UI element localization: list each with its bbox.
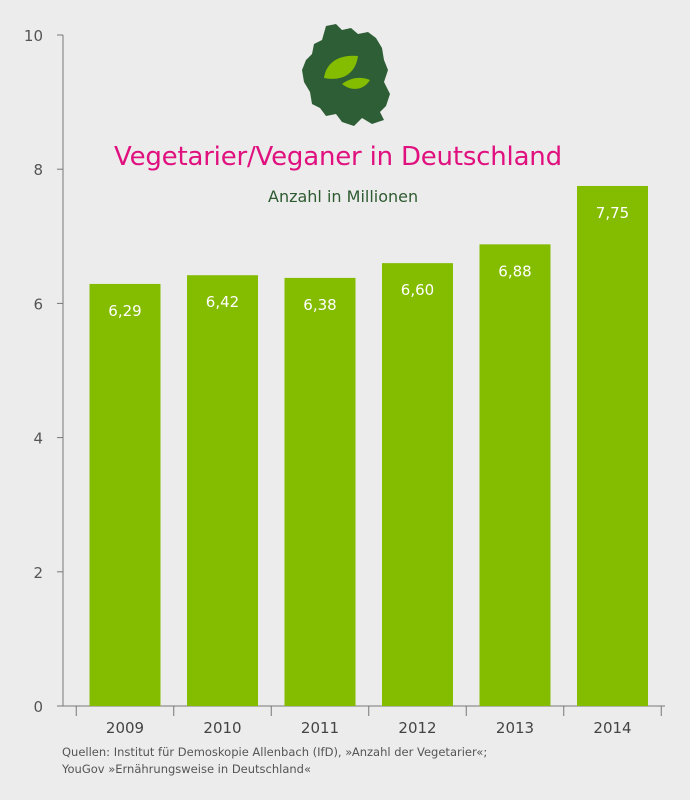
y-tick-label: 8 [33, 161, 43, 179]
bar-2011 [284, 277, 356, 706]
bar-value-label: 6,88 [498, 262, 531, 280]
y-tick-label: 2 [33, 564, 43, 582]
y-tick-label: 10 [24, 27, 43, 45]
bar-value-label: 6,42 [206, 293, 239, 311]
chart-axes [57, 34, 665, 716]
leaf-shape-large [324, 55, 358, 79]
y-tick-label: 4 [33, 430, 43, 448]
source-line-1: Quellen: Institut für Demoskopie Allenba… [62, 745, 488, 759]
source-line-2: YouGov »Ernährungsweise in Deutschland« [62, 762, 312, 776]
bar-value-label: 7,75 [596, 204, 629, 222]
germany-leaf-icon [296, 20, 396, 134]
y-tick-label: 6 [33, 295, 43, 313]
leaf-shape-small [342, 77, 370, 89]
bars-group [89, 185, 648, 707]
source-note: Quellen: Institut für Demoskopie Allenba… [62, 744, 487, 778]
x-tick-label: 2009 [106, 719, 144, 737]
bar-2013 [479, 244, 551, 707]
x-tick-label: 2012 [398, 719, 436, 737]
x-tick-label: 2010 [203, 719, 241, 737]
chart-title: Vegetarier/Veganer in Deutschland [114, 142, 562, 172]
bar-value-label: 6,60 [401, 281, 434, 299]
y-tick-label: 0 [33, 698, 43, 716]
labels-group: 0 2 4 6 8 10 6,29 2009 6,42 2010 6,38 2011 6,60 2012 6… [24, 27, 632, 737]
bar-2009 [89, 283, 161, 706]
x-tick-label: 2014 [593, 719, 631, 737]
x-tick-label: 2011 [301, 719, 339, 737]
bar-value-label: 6,38 [303, 296, 336, 314]
bar-2010 [187, 275, 258, 706]
bar-2014 [577, 185, 648, 707]
chart-subtitle: Anzahl in Millionen [268, 187, 419, 206]
x-tick-label: 2013 [496, 719, 534, 737]
bar-value-label: 6,29 [108, 302, 141, 320]
bar-2012 [382, 263, 453, 706]
